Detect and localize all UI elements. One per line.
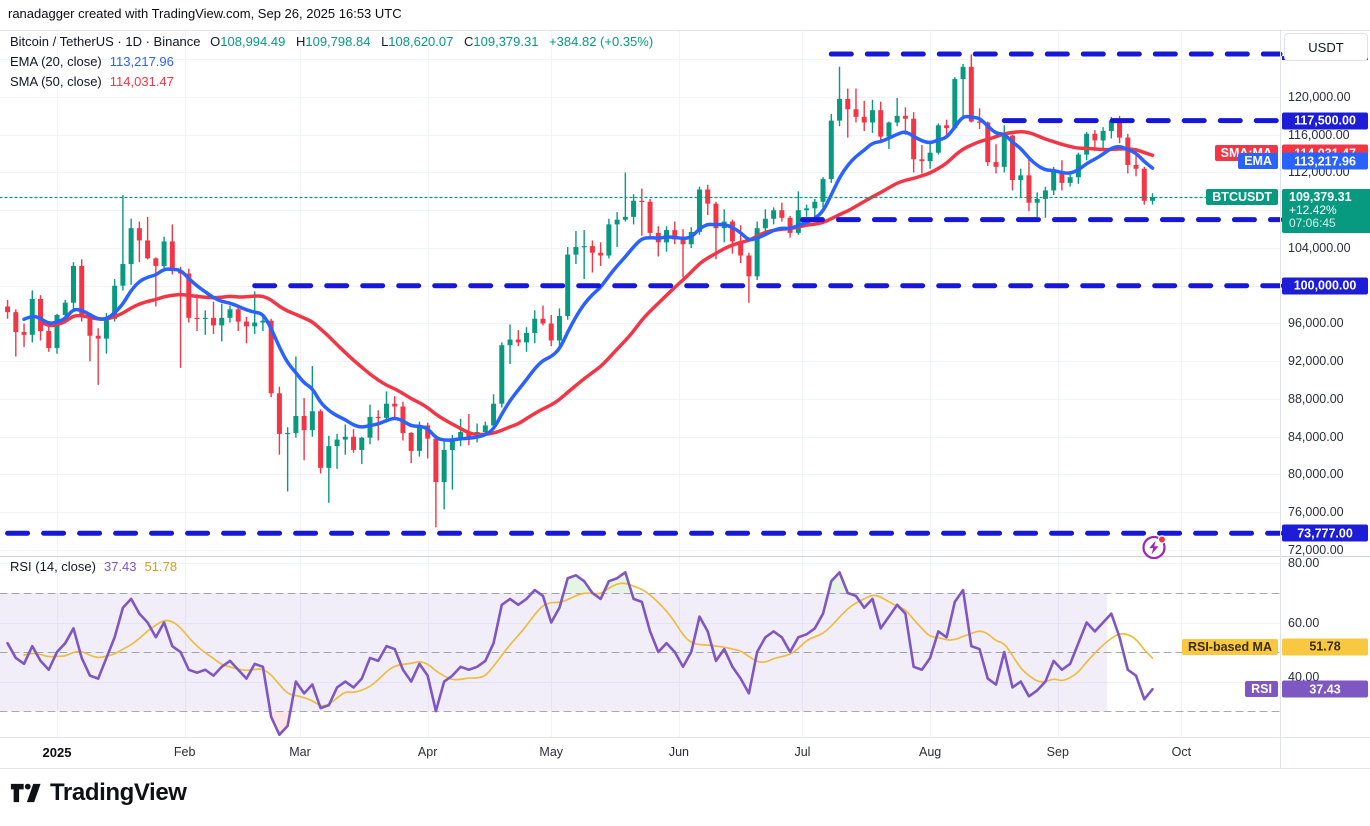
time-axis-label: Oct xyxy=(1171,745,1192,759)
price-axis-label: 72,000.00 xyxy=(1288,542,1344,557)
price-level-badge: 100,000.00 xyxy=(1282,277,1368,295)
legend-symbol-row[interactable]: Bitcoin / TetherUS · 1D · Binance O108,9… xyxy=(10,32,660,52)
current-price-box: 109,379.31 +12.42% 07:06:45 xyxy=(1282,189,1370,233)
time-axis-label: Jul xyxy=(794,745,811,759)
time-axis-label: Aug xyxy=(918,745,942,759)
open-prefix: O xyxy=(210,34,221,49)
price-axis-label: 96,000.00 xyxy=(1288,316,1344,331)
ema-value-badge: 113,217.96 xyxy=(1282,152,1368,170)
rsi-value-badge: 37.43 xyxy=(1282,680,1368,698)
tradingview-logo-text: TradingView xyxy=(50,779,187,806)
rsi-ma-tag: RSI-based MA xyxy=(1181,638,1278,655)
header-credit: ranadagger created with TradingView.com,… xyxy=(8,6,402,21)
price-level-badge: 73,777.00 xyxy=(1282,524,1368,542)
alert-lightning-icon[interactable] xyxy=(1139,532,1170,563)
tradingview-logo-mark xyxy=(10,783,41,803)
current-price-change: +12.42% xyxy=(1289,203,1337,217)
symbol-title: Bitcoin / TetherUS · 1D · Binance xyxy=(10,34,201,49)
price-axis-label: 92,000.00 xyxy=(1288,354,1344,369)
rsi-legend[interactable]: RSI (14, close) 37.43 51.78 xyxy=(10,559,177,574)
currency-toggle-button[interactable]: USDT xyxy=(1284,33,1368,61)
change-value: +384.82 (+0.35%) xyxy=(549,34,654,49)
rsi-tag: RSI xyxy=(1245,681,1278,698)
high-value: 109,798.84 xyxy=(305,34,371,49)
ema-label: EMA (20, close) xyxy=(10,54,102,69)
symbol-price-tag: BTCUSDT xyxy=(1206,189,1278,206)
current-price-value: 109,379.31 xyxy=(1289,190,1352,204)
rsi-axis-label: 40.00 xyxy=(1288,669,1320,684)
ema-value: 113,217.96 xyxy=(109,54,174,69)
price-axis-label: 116,000.00 xyxy=(1288,127,1350,142)
legend-ema-row[interactable]: EMA (20, close) 113,217.96 xyxy=(10,52,660,72)
price-level-badge: 117,500.00 xyxy=(1282,112,1368,130)
price-axis-label: 76,000.00 xyxy=(1288,505,1344,520)
close-value: 109,379.31 xyxy=(473,34,539,49)
open-value: 108,994.49 xyxy=(220,34,286,49)
time-axis-label: Feb xyxy=(173,745,196,759)
price-axis-label: 84,000.00 xyxy=(1288,429,1344,444)
rsi-ma-value-badge: 51.78 xyxy=(1282,638,1368,656)
price-axis-label: 80,000.00 xyxy=(1288,467,1344,482)
sma-label: SMA (50, close) xyxy=(10,74,102,89)
ema-tag: EMA xyxy=(1238,153,1278,169)
price-axis-label: 88,000.00 xyxy=(1288,391,1344,406)
bar-countdown: 07:06:45 xyxy=(1289,216,1336,230)
rsi-ma-value: 51.78 xyxy=(144,559,178,574)
low-value: 108,620.07 xyxy=(388,34,454,49)
rsi-label: RSI (14, close) xyxy=(10,559,96,574)
price-axis-label: 104,000.00 xyxy=(1288,240,1351,255)
price-axis-label: 120,000.00 xyxy=(1288,90,1351,104)
chart-legend: Bitcoin / TetherUS · 1D · Binance O108,9… xyxy=(10,32,660,92)
time-axis-label: Jun xyxy=(668,745,689,759)
time-axis-label: Mar xyxy=(289,745,311,759)
low-prefix: L xyxy=(381,34,389,49)
tradingview-logo[interactable]: TradingView xyxy=(10,778,187,808)
time-axis-label: Sep xyxy=(1046,745,1069,759)
rsi-value: 37.43 xyxy=(103,559,137,574)
close-prefix: C xyxy=(464,34,474,49)
high-prefix: H xyxy=(295,34,306,49)
rsi-axis-label: 60.00 xyxy=(1288,615,1320,630)
time-axis-label: May xyxy=(539,745,564,759)
time-axis-label: Apr xyxy=(417,745,438,759)
sma-value: 114,031.47 xyxy=(109,74,174,89)
legend-sma-row[interactable]: SMA (50, close) 114,031.47 xyxy=(10,72,660,92)
rsi-axis-label: 80.00 xyxy=(1288,556,1320,571)
time-axis-label: 2025 xyxy=(42,745,72,760)
